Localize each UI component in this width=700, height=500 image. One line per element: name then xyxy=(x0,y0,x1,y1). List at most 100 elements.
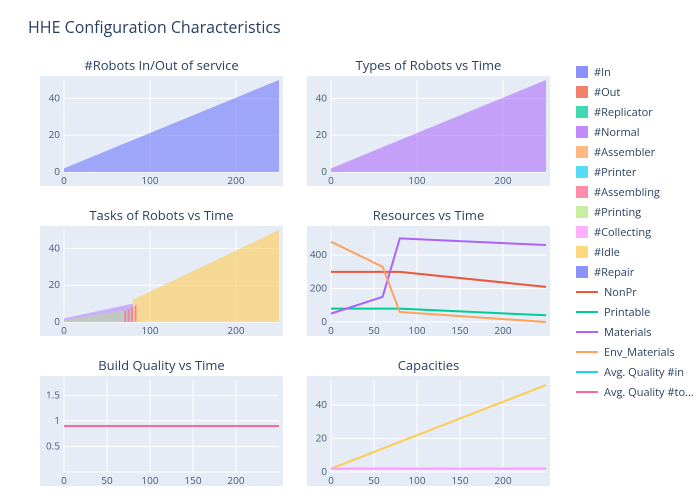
legend-label: #Out xyxy=(594,85,620,100)
svg-text:1: 1 xyxy=(54,413,60,427)
svg-text:100: 100 xyxy=(141,173,158,186)
svg-text:200: 200 xyxy=(227,323,244,336)
panel-title: Resources vs Time xyxy=(307,206,550,224)
plot-area: 0.511.5050100150200 xyxy=(40,376,283,486)
plot-area: 02040050100150200 xyxy=(307,376,550,486)
svg-text:40: 40 xyxy=(49,90,61,104)
legend-label: #Assembler xyxy=(594,145,655,160)
legend-label: #Collecting xyxy=(594,225,651,240)
legend-item[interactable]: #In xyxy=(576,62,696,82)
legend-item[interactable]: #Idle xyxy=(576,242,696,262)
legend-label: NonPr xyxy=(604,285,637,300)
panel-title: #Robots In/Out of service xyxy=(40,56,283,74)
plot-area: 020400100200 xyxy=(40,76,283,186)
legend-label: Avg. Quality #in xyxy=(604,365,684,380)
legend-swatch xyxy=(576,371,598,373)
legend-item[interactable]: #Repair xyxy=(576,262,696,282)
panel-title: Tasks of Robots vs Time xyxy=(40,206,283,224)
svg-text:0: 0 xyxy=(321,314,327,328)
legend-label: Printable xyxy=(604,305,650,320)
legend-label: #Idle xyxy=(594,245,620,260)
plot-svg: 020400100200 xyxy=(40,226,283,336)
legend-label: #Repair xyxy=(594,265,634,280)
svg-text:150: 150 xyxy=(451,323,468,336)
plot-svg: 0 20 40 0 100 200 xyxy=(307,76,550,186)
svg-text:0: 0 xyxy=(328,473,334,486)
svg-text:0: 0 xyxy=(321,164,327,178)
svg-text:0: 0 xyxy=(54,314,60,328)
svg-text:0: 0 xyxy=(61,473,67,486)
page-title: HHE Configuration Characteristics xyxy=(28,16,281,38)
legend-item[interactable]: #Printer xyxy=(576,162,696,182)
svg-text:100: 100 xyxy=(141,323,158,336)
panel-resources: Resources vs Time 0200400050100150200 xyxy=(307,206,550,336)
svg-text:200: 200 xyxy=(494,173,511,186)
legend-label: #Assembling xyxy=(594,185,660,200)
legend-item[interactable]: Avg. Quality #in xyxy=(576,362,696,382)
legend-swatch xyxy=(576,311,598,313)
legend-label: #Normal xyxy=(594,125,640,140)
plot-area: 020400100200 xyxy=(40,226,283,336)
svg-text:40: 40 xyxy=(316,90,328,104)
panel-title: Build Quality vs Time xyxy=(40,356,283,374)
panel-capacities: Capacities 02040050100150200 xyxy=(307,356,550,486)
legend-item[interactable]: #Assembling xyxy=(576,182,696,202)
svg-text:200: 200 xyxy=(227,473,244,486)
legend-swatch xyxy=(576,86,588,98)
svg-text:20: 20 xyxy=(316,431,328,445)
legend-item[interactable]: Env_Materials xyxy=(576,342,696,362)
legend-swatch xyxy=(576,291,598,293)
legend-item[interactable]: #Printing xyxy=(576,202,696,222)
legend-item[interactable]: #Normal xyxy=(576,122,696,142)
legend-item[interactable]: Printable xyxy=(576,302,696,322)
svg-text:20: 20 xyxy=(49,277,61,291)
svg-text:50: 50 xyxy=(368,323,380,336)
svg-text:40: 40 xyxy=(316,397,328,411)
legend-swatch xyxy=(576,126,588,138)
svg-text:20: 20 xyxy=(316,127,328,141)
svg-text:0: 0 xyxy=(54,164,60,178)
panel-title: Capacities xyxy=(307,356,550,374)
svg-text:200: 200 xyxy=(494,323,511,336)
legend-swatch xyxy=(576,106,588,118)
legend-label: Materials xyxy=(604,325,652,340)
plot-area: 0200400050100150200 xyxy=(307,226,550,336)
svg-text:0.5: 0.5 xyxy=(46,438,60,452)
legend-item[interactable]: Avg. Quality #total xyxy=(576,382,696,402)
panel-robots-in-out: #Robots In/Out of service 020400100200 xyxy=(40,56,283,186)
plot-area: 0 20 40 0 100 200 xyxy=(307,76,550,186)
legend-label: Avg. Quality #total xyxy=(604,385,696,400)
legend-swatch xyxy=(576,66,588,78)
legend-item[interactable]: #Replicator xyxy=(576,102,696,122)
legend-swatch xyxy=(576,206,588,218)
legend-swatch xyxy=(576,266,588,278)
svg-text:0: 0 xyxy=(321,464,327,478)
svg-text:100: 100 xyxy=(141,473,158,486)
legend-label: #In xyxy=(594,65,611,80)
legend-item[interactable]: NonPr xyxy=(576,282,696,302)
svg-text:200: 200 xyxy=(227,173,244,186)
panel-tasks: Tasks of Robots vs Time 020400100200 xyxy=(40,206,283,336)
legend-item[interactable]: #Assembler xyxy=(576,142,696,162)
svg-text:0: 0 xyxy=(328,173,334,186)
legend-label: Env_Materials xyxy=(604,345,675,360)
svg-text:50: 50 xyxy=(368,473,380,486)
panel-types: Types of Robots vs Time 0 20 40 0 100 200 xyxy=(307,56,550,186)
svg-text:20: 20 xyxy=(49,127,61,141)
legend-label: #Printing xyxy=(594,205,641,220)
plot-svg: 0200400050100150200 xyxy=(307,226,550,336)
panel-title: Types of Robots vs Time xyxy=(307,56,550,74)
plot-svg: 0.511.5050100150200 xyxy=(40,376,283,486)
legend-item[interactable]: #Collecting xyxy=(576,222,696,242)
svg-text:100: 100 xyxy=(408,323,425,336)
svg-text:100: 100 xyxy=(408,173,425,186)
svg-text:150: 150 xyxy=(184,473,201,486)
legend-swatch xyxy=(576,246,588,258)
svg-text:200: 200 xyxy=(310,281,327,295)
legend-item[interactable]: #Out xyxy=(576,82,696,102)
legend-label: #Replicator xyxy=(594,105,653,120)
panel-quality: Build Quality vs Time 0.511.505010015020… xyxy=(40,356,283,486)
legend-item[interactable]: Materials xyxy=(576,322,696,342)
legend-swatch xyxy=(576,226,588,238)
svg-text:100: 100 xyxy=(408,473,425,486)
